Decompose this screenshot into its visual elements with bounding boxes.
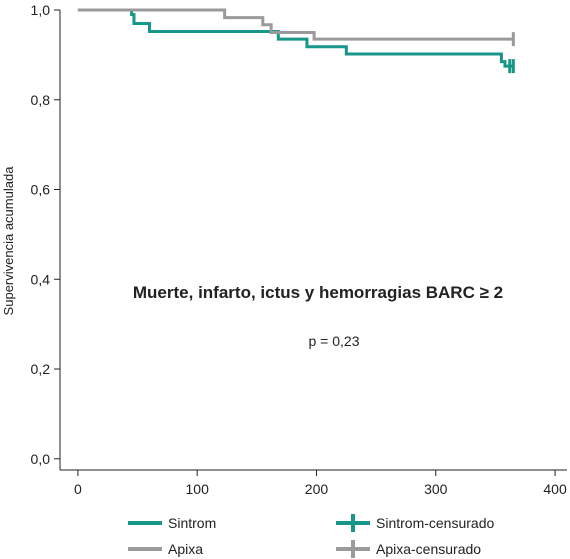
annotation-title: Muerte, infarto, ictus y hemorragias BAR… <box>133 283 503 302</box>
y-tick-label: 0,8 <box>31 92 51 108</box>
legend-label-sintrom: Sintrom <box>168 515 216 531</box>
axes <box>59 10 567 471</box>
y-tick-label: 0,0 <box>31 451 51 467</box>
x-tick-label: 200 <box>305 481 329 497</box>
legend: Sintrom Apixa Sintrom-censurado Apixa-censu… <box>128 514 494 558</box>
y-tick-label: 0,4 <box>31 271 51 287</box>
x-tick-label: 0 <box>74 481 82 497</box>
y-tick-label: 0,2 <box>31 361 51 377</box>
legend-label-apixa: Apixa <box>168 541 203 557</box>
x-tick-label: 300 <box>424 481 448 497</box>
legend-label-sintrom-censurado: Sintrom-censurado <box>376 515 494 531</box>
censor-layer <box>508 32 515 74</box>
y-tick-label: 0,6 <box>31 182 51 198</box>
legend-label-apixa-censurado: Apixa-censurado <box>376 541 481 557</box>
annotation-p-value: p = 0,23 <box>309 333 360 349</box>
series-layer <box>77 8 514 68</box>
x-tick-label: 100 <box>186 481 210 497</box>
y-tick-label: 1,0 <box>31 2 51 18</box>
y-axis-title: Supervivencia acumulada <box>1 166 16 316</box>
series-line-apixa <box>77 8 514 41</box>
x-tick-label: 400 <box>543 481 567 497</box>
ticks: 0,0 0,2 0,4 0,6 0,8 1,0 0 100 200 300 400 <box>31 2 567 497</box>
series-line-sintrom <box>77 8 514 68</box>
